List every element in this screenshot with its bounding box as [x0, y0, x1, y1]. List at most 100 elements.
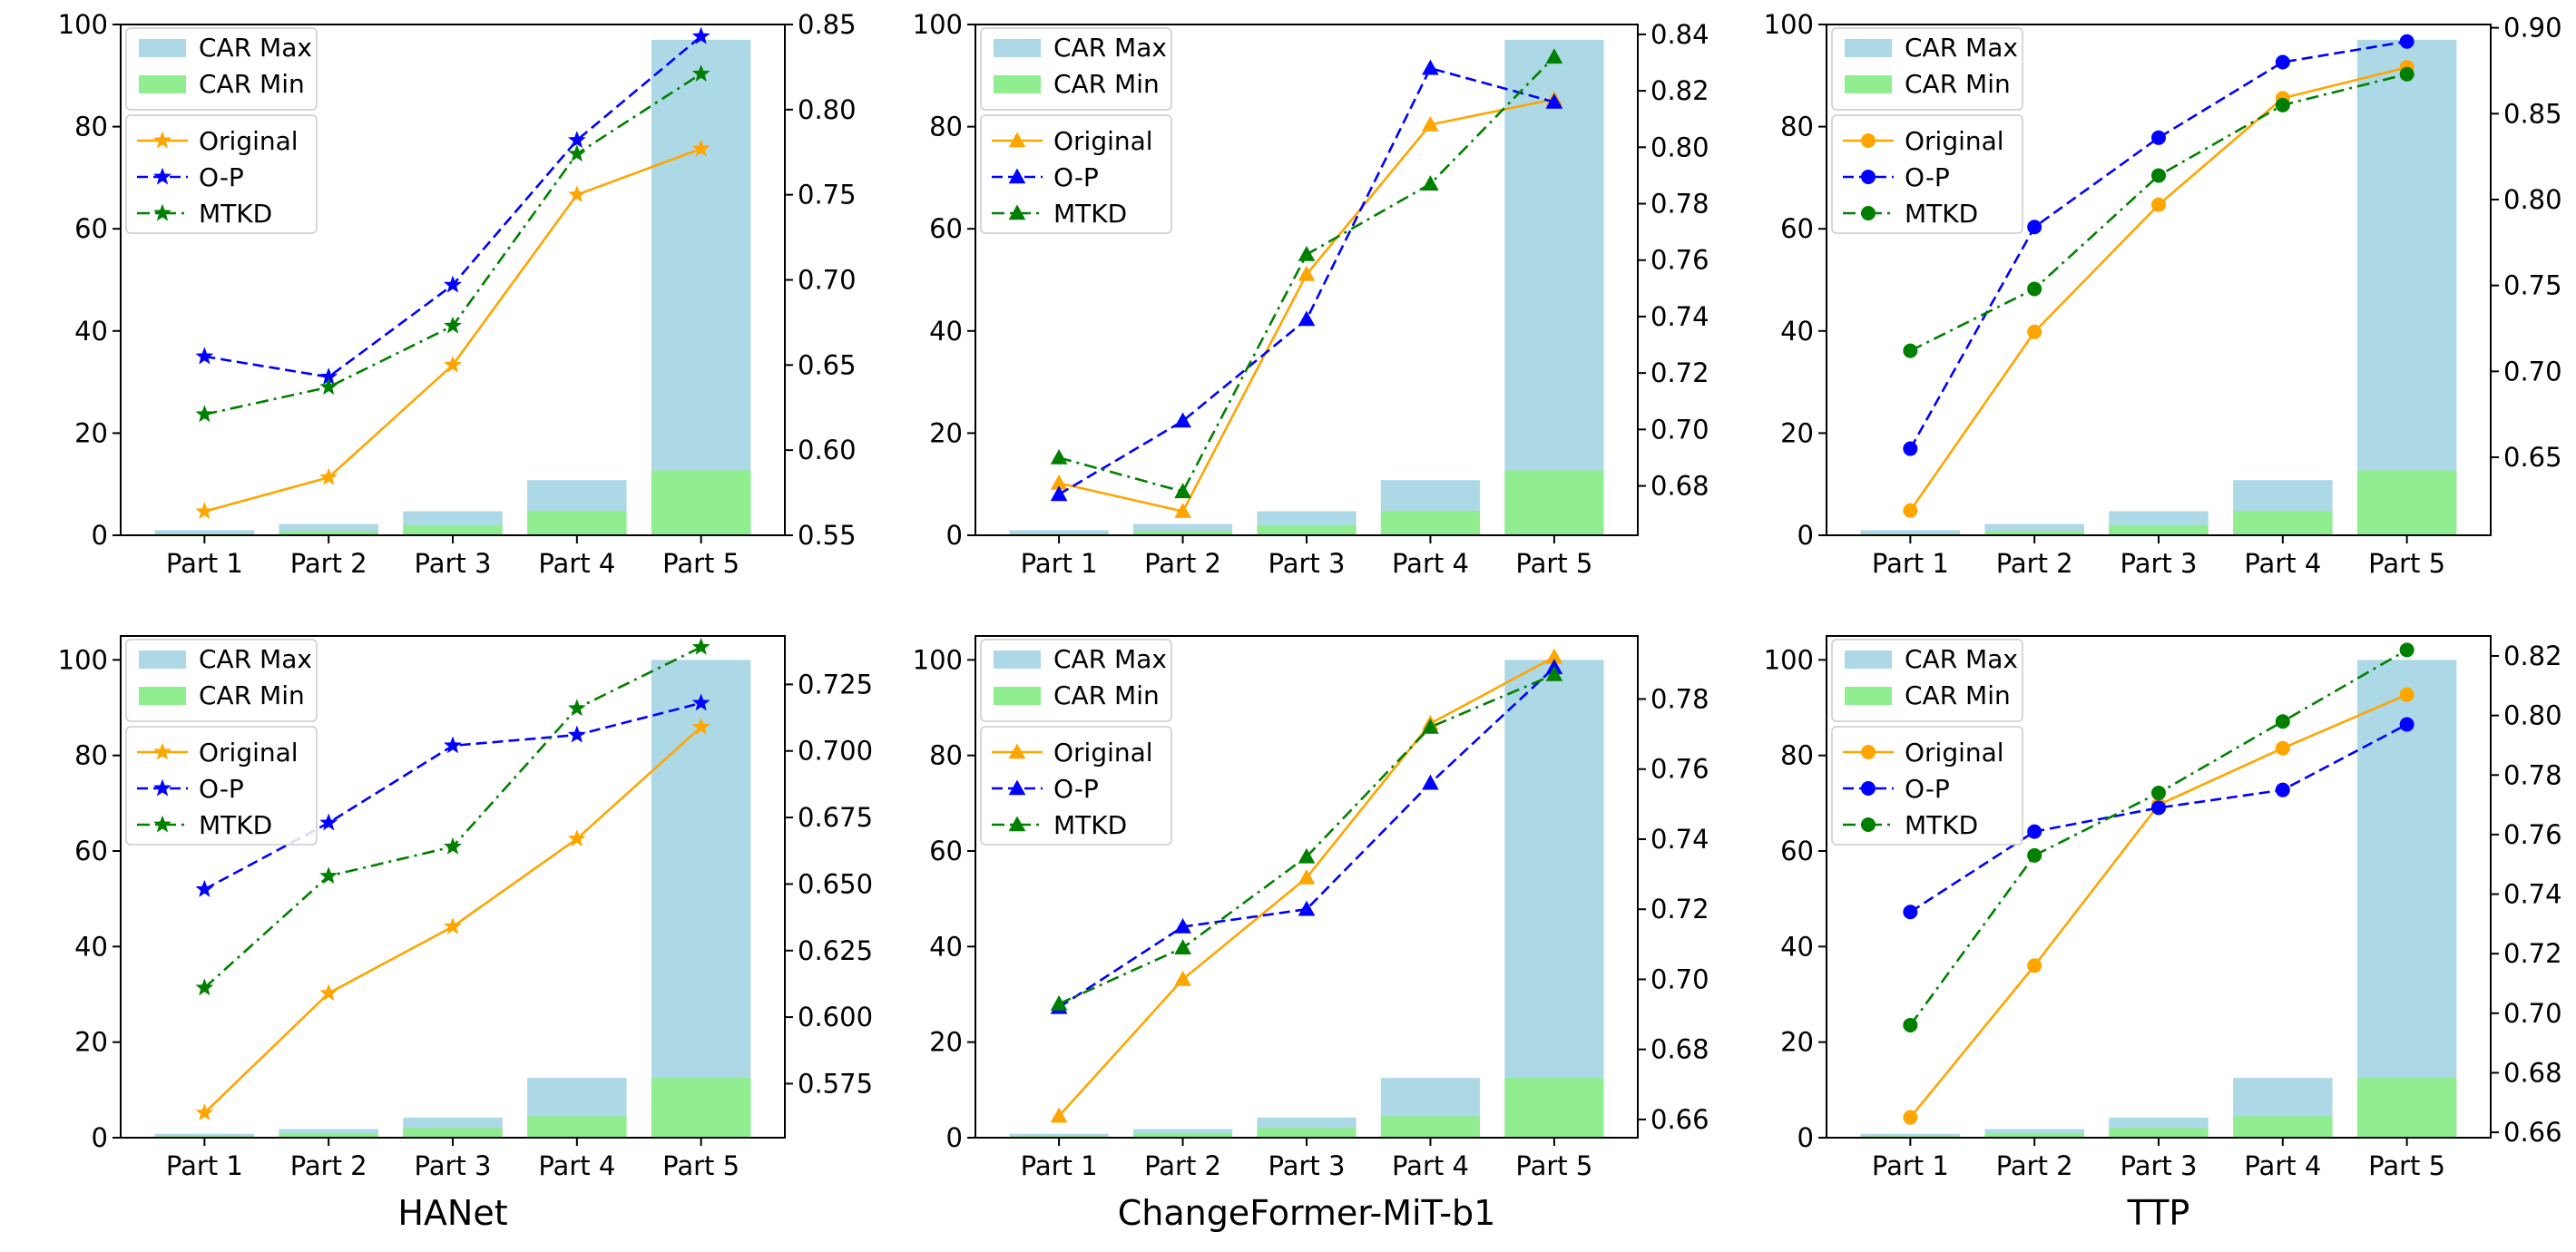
left-tick-label: 60: [74, 836, 108, 866]
series-point-op-3: [2151, 130, 2166, 145]
right-tick-label: 0.700: [798, 736, 873, 767]
x-tick-label: Part 5: [662, 548, 739, 579]
line-legend-box: [125, 114, 318, 234]
column-title: HANet: [397, 1193, 507, 1233]
bar-legend-label: CAR Min: [199, 680, 305, 710]
right-tick-label: 0.85: [2503, 98, 2562, 129]
left-tick-label: 100: [1764, 9, 1814, 40]
car-max-bar-2: [1984, 1129, 2084, 1138]
series-point-original-3: [444, 916, 462, 934]
series-point-op-5: [691, 26, 710, 44]
series-point-op-4: [1422, 59, 1439, 75]
right-tick-label: 0.65: [798, 349, 857, 380]
right-tick-label: 0.80: [2503, 184, 2562, 215]
line-legend-box: [1831, 114, 2023, 234]
left-tick-label: 40: [1780, 931, 1814, 962]
left-tick-label: 100: [913, 9, 963, 40]
x-tick-label: Part 5: [2368, 1150, 2445, 1181]
series-point-mtkd-1: [1050, 448, 1068, 465]
series-point-mtkd-3: [444, 316, 462, 334]
left-tick-label: 60: [929, 836, 963, 866]
right-tick-label: 0.76: [2503, 819, 2562, 850]
line-legend-label: MTKD: [1053, 199, 1127, 229]
line-legend-marker: [1861, 817, 1876, 832]
right-tick-label: 0.74: [2503, 879, 2562, 910]
x-tick-label: Part 5: [662, 1150, 739, 1181]
series-point-op-2: [2027, 824, 2042, 839]
right-tick-label: 0.66: [2503, 1117, 2562, 1148]
right-tick-label: 0.80: [798, 94, 857, 125]
line-legend-label: Original: [1053, 126, 1153, 156]
car-max-bar-1: [154, 530, 255, 535]
right-tick-label: 0.76: [1650, 245, 1709, 276]
series-point-op-3: [444, 736, 462, 754]
right-tick-label: 0.80: [2503, 700, 2562, 731]
line-legend-marker: [1008, 816, 1026, 832]
right-tick-label: 0.80: [1650, 132, 1709, 162]
line-legend-marker: [1861, 206, 1876, 220]
car-min-bar-3: [2109, 1128, 2209, 1138]
x-tick-label: Part 2: [1144, 548, 1221, 579]
left-tick-label: 80: [1780, 112, 1814, 142]
left-tick-label: 100: [58, 644, 108, 675]
series-line-mtkd: [1909, 73, 2407, 352]
car-min-bar-4: [527, 1116, 627, 1138]
car-max-bar-5: [1504, 660, 1604, 1138]
panel-changeformer-top: 0 20 40 60 80 100 0.68 0.70 0.72 0.74 0.76 0.78 0.80…: [913, 9, 1709, 579]
car-max-bar-1: [1860, 530, 1961, 535]
series-point-op-5: [1545, 93, 1563, 109]
bar-legend-swatch: [994, 650, 1041, 669]
bar-legend-label: CAR Max: [1053, 33, 1167, 63]
bar-legend-label: CAR Min: [199, 69, 305, 99]
line-legend-marker: [153, 131, 171, 149]
right-tick-label: 0.78: [2503, 759, 2562, 790]
series-point-mtkd-5: [691, 637, 710, 655]
x-tick-label: Part 2: [1144, 1150, 1221, 1181]
right-tick-label: 0.60: [798, 435, 857, 465]
car-min-bar-5: [651, 1078, 751, 1138]
line-legend-label: MTKD: [199, 810, 272, 840]
series-point-original-3: [444, 355, 462, 373]
right-tick-label: 0.65: [2503, 442, 2562, 473]
series-point-original-4: [567, 185, 586, 203]
series-point-mtkd-4: [2275, 714, 2290, 729]
bar-legend: CAR Max CAR Min: [125, 639, 318, 722]
bar-legend-swatch: [139, 39, 186, 57]
series-point-op-3: [2151, 800, 2166, 816]
series-point-mtkd-2: [2027, 281, 2042, 297]
x-tick-label: Part 5: [1515, 548, 1592, 579]
right-tick-label: 0.84: [1650, 19, 1709, 50]
series-point-op-1: [1903, 441, 1918, 456]
left-tick-label: 60: [1780, 836, 1814, 866]
bar-legend: CAR Max CAR Min: [980, 27, 1172, 111]
right-tick-label: 0.74: [1650, 824, 1709, 855]
right-tick-label: 0.72: [1650, 357, 1709, 388]
panel-ttp-bottom: 0 20 40 60 80 100 0.66 0.68 0.70 0.72 0.74 0.76 0.78…: [1764, 635, 2562, 1233]
car-min-bar-2: [1984, 531, 2084, 535]
bar-legend-swatch: [994, 687, 1041, 705]
line-legend-marker: [1861, 170, 1876, 184]
bar-legend-swatch: [1845, 687, 1892, 705]
series-point-op-2: [319, 813, 338, 831]
car-min-bar-2: [1984, 1133, 2084, 1138]
x-tick-label: Part 2: [290, 1150, 367, 1181]
panel-hanet-bottom: 0 20 40 60 80 100 0.575 0.600 0.625 0.650 0.675 0.7…: [58, 635, 873, 1233]
series-point-mtkd-5: [2399, 642, 2414, 658]
bar-legend-label: CAR Max: [1905, 644, 2018, 674]
series-point-mtkd-4: [1422, 175, 1439, 191]
line-legend-label: O-P: [1053, 162, 1099, 192]
series-point-original-1: [195, 502, 214, 520]
right-tick-label: 0.70: [1650, 414, 1709, 445]
line-legend-box: [980, 114, 1172, 234]
car-max-bar-1: [1860, 1133, 1961, 1138]
line-legend-marker: [1861, 745, 1876, 759]
line-legend: Original O-P MTKD: [980, 726, 1172, 846]
right-tick-label: 0.82: [2503, 641, 2562, 671]
line-legend-label: Original: [199, 738, 299, 768]
left-tick-label: 80: [74, 740, 108, 771]
bar-legend: CAR Max CAR Min: [980, 639, 1172, 722]
car-min-bar-5: [2356, 470, 2457, 535]
series-point-mtkd-2: [319, 866, 338, 885]
series-point-op-1: [195, 879, 214, 897]
x-tick-label: Part 4: [2244, 1150, 2321, 1181]
